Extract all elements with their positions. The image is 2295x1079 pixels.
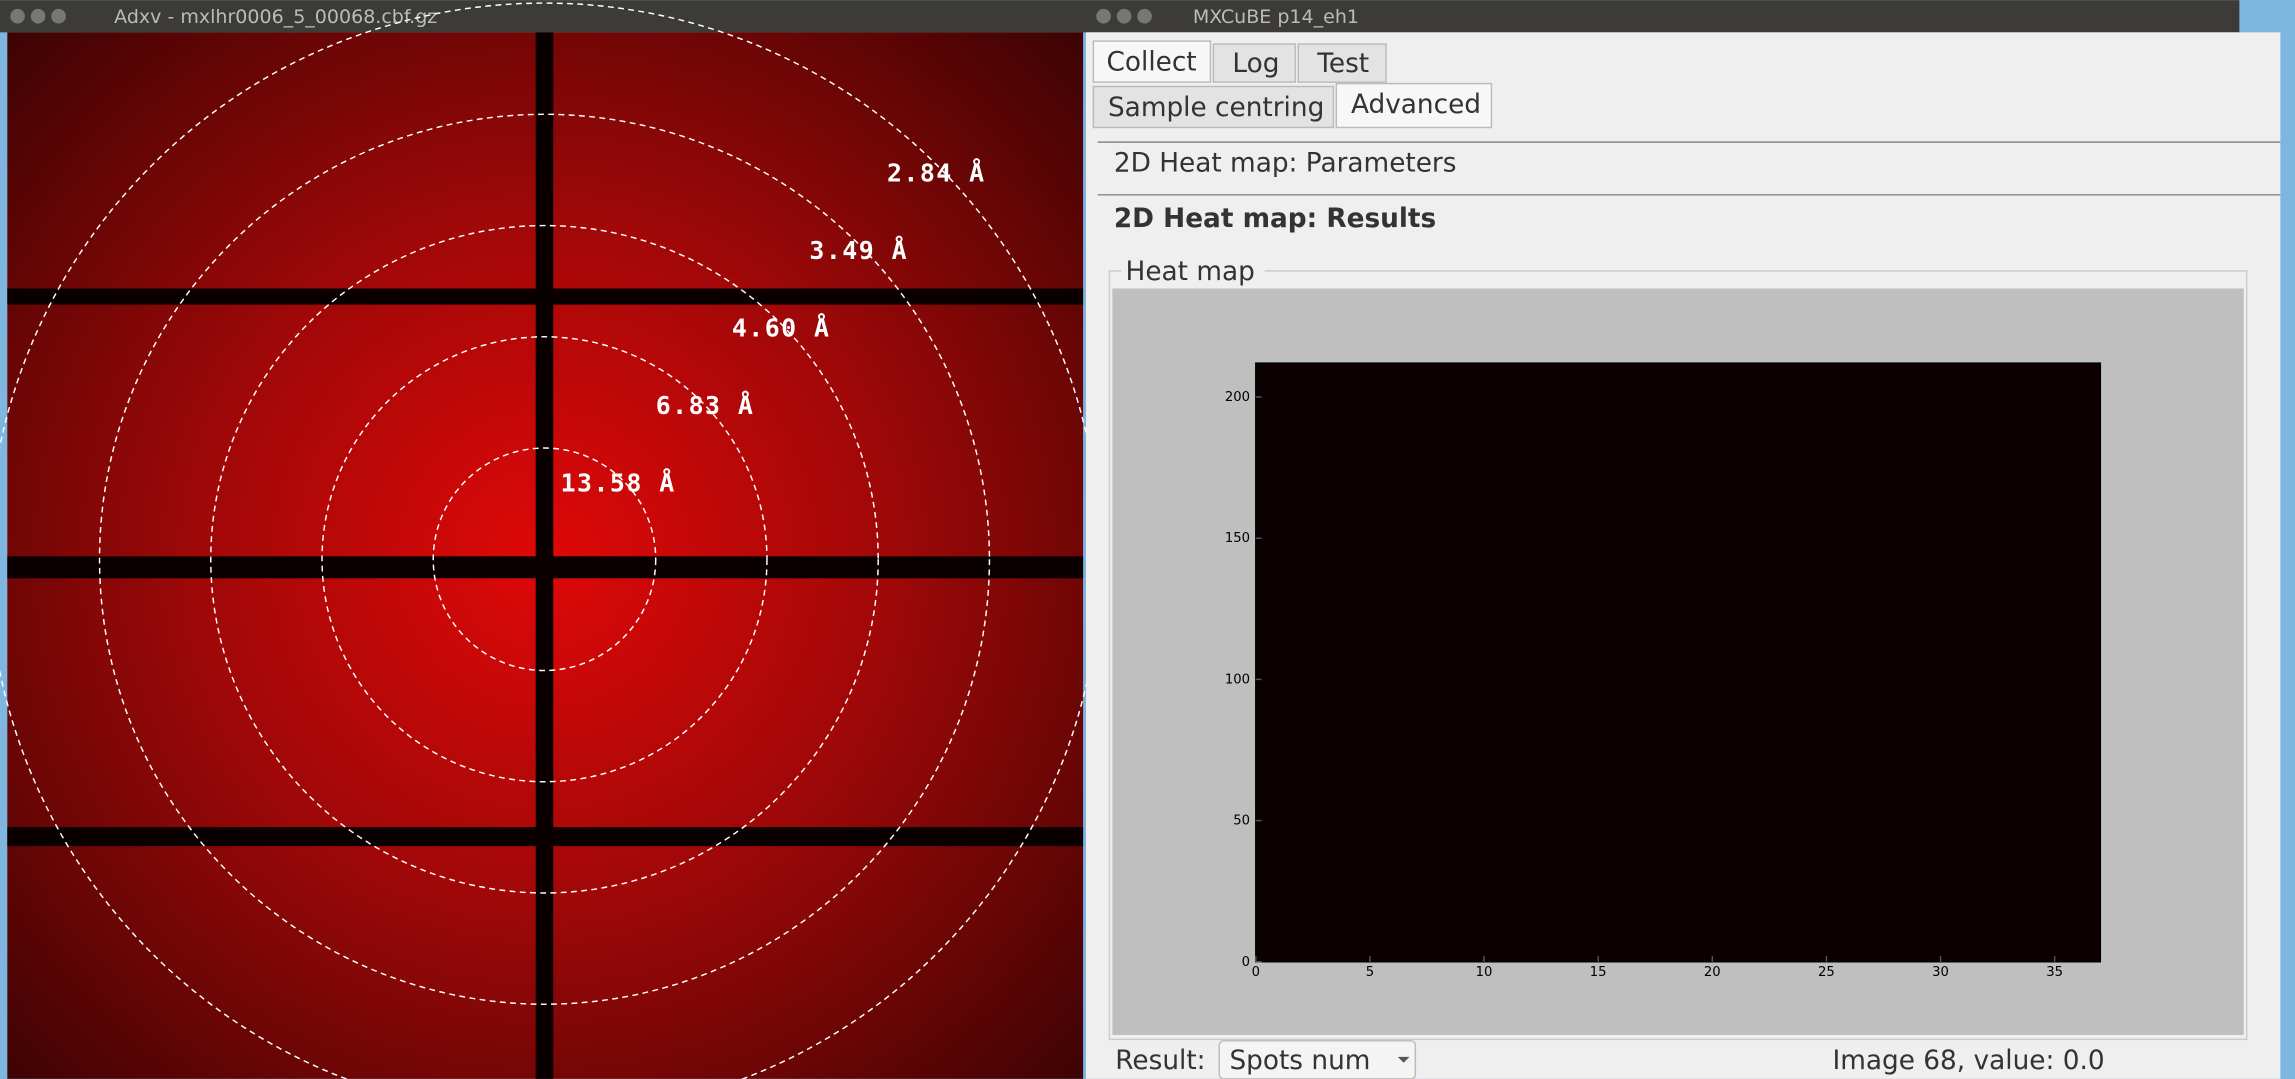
title-bar [1086,0,2240,33]
x-tick-label: 20 [1704,965,1721,980]
x-tick-label: 35 [2046,965,2063,980]
group-box [1108,270,2248,1041]
y-tick-label: 200 [1225,390,1250,405]
tab-label: Test [1316,49,1369,79]
status-text: Image 68, value: 0.0 [1832,1046,2104,1076]
group-title: Heat map [1126,257,1255,287]
tab-label: Sample centring [1108,93,1324,123]
tab-label: Log [1232,49,1279,79]
y-tick-label: 50 [1233,814,1250,829]
title-bar [0,0,1087,33]
y-tick-label: 0 [1242,955,1250,970]
tab-label: Advanced [1351,90,1481,120]
resolution-label: 4.60 Å [732,313,831,342]
x-tick-label: 15 [1590,965,1607,980]
close-button[interactable] [1096,8,1111,24]
resolution-label: 6.83 Å [656,391,755,420]
minimize-button[interactable] [30,8,46,24]
result-label: Result: [1115,1046,1205,1076]
tab[interactable] [1297,43,1387,83]
maximize-button[interactable] [51,8,66,24]
section-header[interactable]: 2D Heat map: Parameters [1114,149,1457,179]
dropdown-arrow [1397,1056,1410,1063]
close-button[interactable] [10,8,25,24]
x-tick-label: 10 [1476,965,1493,980]
tab[interactable] [1092,40,1212,83]
window-title: Adxv - mxlhr0006_5_00068.cbf.gz [114,6,437,28]
tab[interactable] [1092,85,1335,129]
y-tick-label: 100 [1225,672,1250,687]
resolution-label: 13.58 Å [561,469,676,498]
maximize-button[interactable] [1137,8,1152,24]
resolution-label: 3.49 Å [809,236,908,265]
minimize-button[interactable] [1116,8,1132,24]
x-tick-label: 0 [1252,965,1260,980]
x-tick-label: 30 [1932,965,1949,980]
y-tick-label: 150 [1225,531,1250,546]
section-header[interactable]: 2D Heat map: Results [1114,204,1436,234]
x-tick-label: 25 [1818,965,1835,980]
resolution-label: 2.84 Å [887,158,986,187]
tab[interactable] [1212,43,1297,83]
diffraction-image [0,2,1102,1079]
heat-map [1255,362,2102,963]
window-title: MXCuBE p14_eh1 [1193,6,1359,28]
tab[interactable] [1335,82,1493,129]
result-value: Spots num [1229,1046,1370,1076]
x-tick-label: 5 [1366,965,1374,980]
tab-label: Collect [1107,48,1197,78]
